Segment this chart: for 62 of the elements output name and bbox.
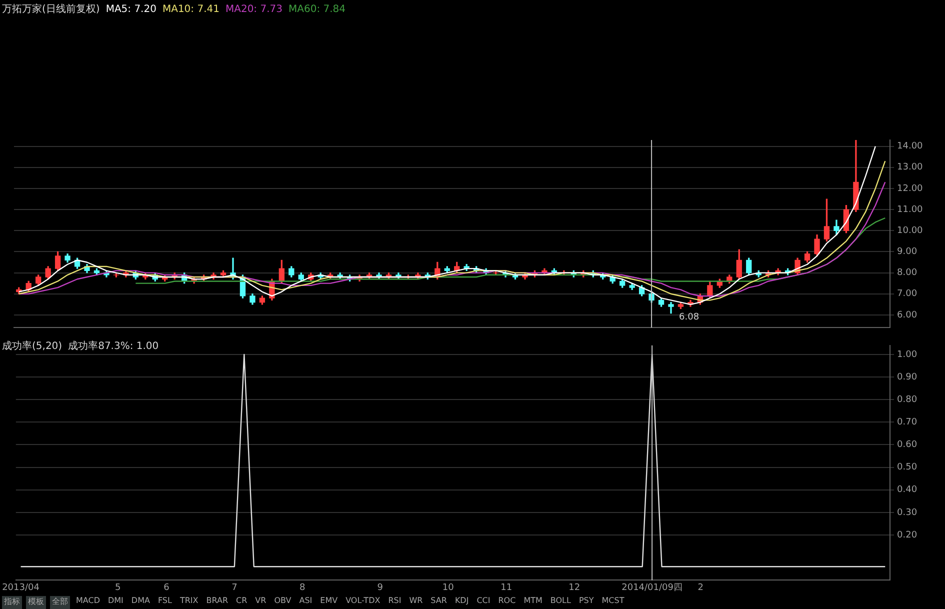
x-tick-label: 2013/04 <box>2 582 40 593</box>
y-tick-label: 0.90 <box>897 372 918 382</box>
text: OBV <box>273 596 292 607</box>
text: EMV <box>319 596 339 607</box>
x-tick-label: 6 <box>164 582 170 593</box>
y-tick-label: 0.30 <box>897 508 918 518</box>
text: MACD <box>75 596 101 607</box>
text: BOLL <box>549 596 572 607</box>
text: WR <box>408 596 424 607</box>
text: SAR <box>430 596 448 607</box>
y-tick-label: 12.00 <box>897 184 924 194</box>
y-tick-label: 11.00 <box>897 204 924 215</box>
annotation: 6.08 <box>679 312 700 323</box>
x-tick-label: 5 <box>115 582 121 593</box>
text: ASI <box>298 596 314 607</box>
x-tick-label: 9 <box>377 582 384 593</box>
text: 全部 <box>50 596 70 609</box>
y-tick-label: 0.20 <box>897 530 918 540</box>
y-tick-label: 1.00 <box>897 350 918 360</box>
x-tick-label: 11 <box>500 582 512 593</box>
text: BRAR <box>205 596 230 607</box>
y-tick-label: 13.00 <box>897 162 924 173</box>
text: 模板 <box>26 596 46 609</box>
text: CR <box>235 596 248 607</box>
y-tick-label: 0.80 <box>897 394 918 405</box>
text: MCST <box>600 596 626 607</box>
text: RSI <box>387 596 402 607</box>
text: PSY <box>578 596 595 607</box>
y-tick-label: 0.70 <box>897 418 918 428</box>
x-tick-label: 2014/01/09四 <box>622 582 682 593</box>
text: VOL-TDX <box>344 596 382 607</box>
x-tick-label: 8 <box>300 582 306 593</box>
text: KDJ <box>454 596 470 607</box>
x-tick-label: 12 <box>568 582 580 593</box>
y-tick-label: 8.00 <box>897 268 918 278</box>
x-tick-label: 10 <box>442 582 454 593</box>
y-tick-label: 10.00 <box>897 226 924 236</box>
y-tick-label: 9.00 <box>897 247 918 258</box>
y-tick-label: 14.00 <box>897 142 924 152</box>
text: VR <box>254 596 268 607</box>
y-tick-label: 0.50 <box>897 462 918 473</box>
text: DMI <box>106 596 124 607</box>
text: TRIX <box>178 596 200 607</box>
x-tick-label: 7 <box>232 582 238 593</box>
text: MA10: 7.41 <box>162 4 220 15</box>
y-tick-label: 0.60 <box>897 440 918 450</box>
text: CCI <box>476 596 492 607</box>
y-tick-label: 7.00 <box>897 289 918 300</box>
text: DMA <box>130 596 151 607</box>
y-tick-label: 0.40 <box>897 485 918 496</box>
x-tick-label: 2 <box>698 582 704 593</box>
text: ROC <box>497 596 517 607</box>
chart-title: 成功率(5,20) <box>2 341 62 352</box>
text: 指标 <box>2 596 22 609</box>
chart-title: 万拓万家(日线前复权) <box>2 4 100 15</box>
y-tick-label: 6.00 <box>897 310 918 320</box>
text: MTM <box>522 596 544 607</box>
text: FSL <box>156 596 173 607</box>
text: MA60: 7.84 <box>288 4 346 15</box>
text: MA20: 7.73 <box>225 4 282 15</box>
text: MA5: 7.20 <box>106 4 156 15</box>
chart-subtitle: 成功率87.3%: 1.00 <box>68 341 159 352</box>
